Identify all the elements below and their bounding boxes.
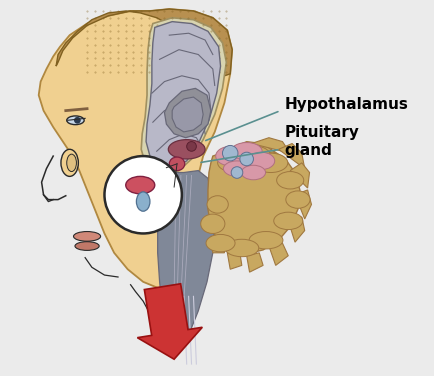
Ellipse shape [224,239,258,257]
Ellipse shape [217,154,246,171]
Circle shape [239,152,253,166]
Polygon shape [251,138,289,153]
Ellipse shape [73,232,100,241]
Text: Hypothalamus: Hypothalamus [284,97,408,112]
Polygon shape [141,18,226,176]
Polygon shape [268,243,288,265]
Ellipse shape [273,212,302,230]
Polygon shape [288,217,304,242]
FancyArrow shape [137,284,202,359]
Ellipse shape [223,161,250,176]
Polygon shape [289,163,309,188]
Polygon shape [146,22,220,169]
Ellipse shape [66,154,76,171]
Ellipse shape [169,157,184,171]
Ellipse shape [232,146,270,167]
Ellipse shape [206,234,234,252]
Ellipse shape [125,176,155,194]
Polygon shape [278,144,304,169]
Ellipse shape [61,149,78,176]
Polygon shape [227,253,241,269]
Polygon shape [56,9,232,76]
Polygon shape [172,97,203,132]
Ellipse shape [136,192,150,211]
Polygon shape [294,190,311,219]
Ellipse shape [249,232,282,249]
Polygon shape [227,142,275,153]
Ellipse shape [276,171,303,189]
Ellipse shape [215,146,244,166]
Ellipse shape [253,153,287,173]
Circle shape [230,167,242,178]
Polygon shape [210,237,224,253]
Circle shape [186,142,196,151]
Ellipse shape [66,116,84,124]
Ellipse shape [207,196,228,213]
Ellipse shape [230,143,262,160]
Polygon shape [207,146,299,254]
Ellipse shape [75,242,99,250]
Polygon shape [164,88,210,138]
Circle shape [104,156,181,233]
Ellipse shape [241,165,265,180]
Circle shape [74,117,81,124]
Polygon shape [157,171,214,350]
Text: Pituitary
gland: Pituitary gland [284,125,358,158]
Ellipse shape [168,139,204,159]
Ellipse shape [200,214,224,233]
Ellipse shape [285,191,309,208]
Polygon shape [246,253,263,272]
Ellipse shape [247,152,274,170]
Circle shape [222,146,237,161]
Polygon shape [39,9,232,289]
